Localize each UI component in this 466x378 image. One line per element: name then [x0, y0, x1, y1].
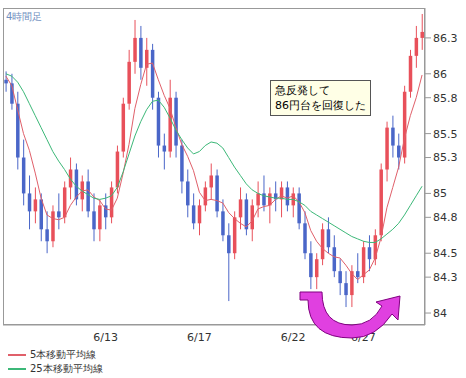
svg-text:86: 86 — [433, 68, 447, 81]
svg-text:6/17: 6/17 — [187, 331, 212, 344]
html-text:4時間足: 4時間足 — [6, 11, 43, 22]
svg-text:85.5: 85.5 — [433, 128, 458, 141]
svg-text:85: 85 — [433, 187, 447, 200]
svg-text:86.3: 86.3 — [433, 32, 458, 45]
svg-text:6/27: 6/27 — [351, 331, 376, 344]
html-text:5本移動平均線: 5本移動平均線 — [30, 349, 97, 360]
html-text:86円台を回復した: 86円台を回復した — [275, 99, 366, 112]
html-text:25本移動平均線: 25本移動平均線 — [30, 363, 103, 374]
svg-text:85.8: 85.8 — [433, 92, 458, 105]
html-text:急反発して: 急反発して — [275, 84, 330, 97]
svg-text:6/22: 6/22 — [281, 331, 306, 344]
svg-text:84: 84 — [433, 307, 447, 320]
svg-text:84.8: 84.8 — [433, 211, 458, 224]
svg-text:84.5: 84.5 — [433, 247, 458, 260]
svg-text:6/13: 6/13 — [93, 331, 118, 344]
svg-text:85.3: 85.3 — [433, 151, 458, 164]
svg-text:84.3: 84.3 — [433, 271, 458, 284]
